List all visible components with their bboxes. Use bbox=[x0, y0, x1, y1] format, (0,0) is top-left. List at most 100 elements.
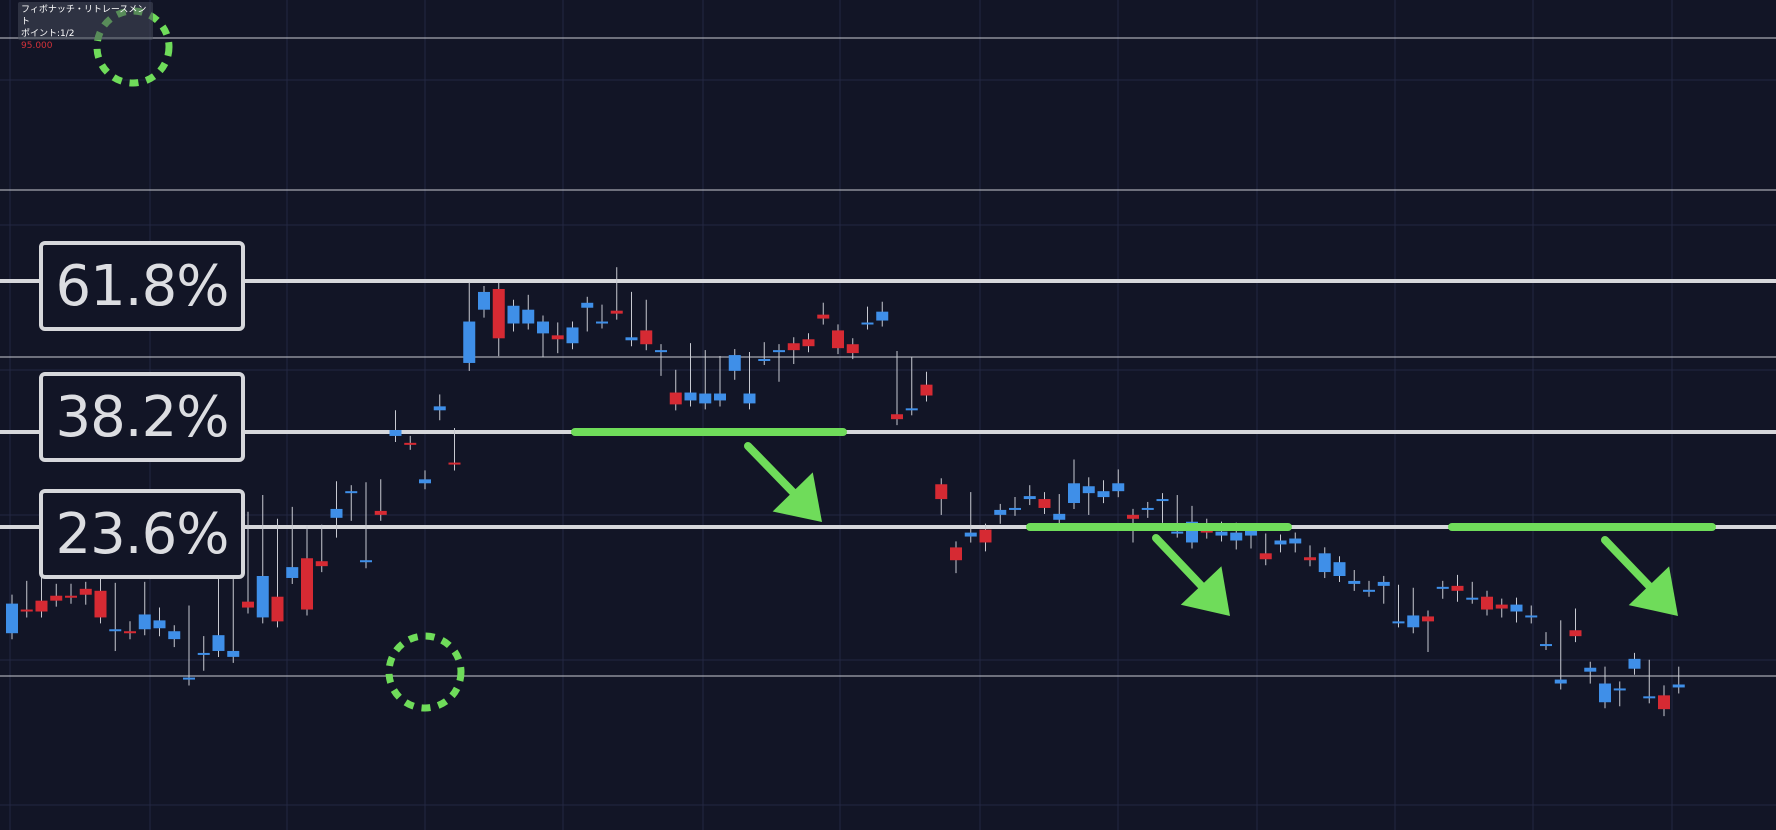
candle-body bbox=[153, 620, 166, 629]
candle-body bbox=[35, 600, 48, 612]
candle-body bbox=[1318, 553, 1331, 573]
candle-body bbox=[448, 462, 461, 465]
candle-body bbox=[242, 601, 254, 608]
candle-body bbox=[537, 321, 549, 334]
candle-body bbox=[1481, 596, 1493, 610]
candle-body bbox=[183, 677, 195, 680]
candle-body bbox=[463, 321, 476, 363]
fib-level-236-badge: 23.6% bbox=[39, 489, 245, 579]
candle-body bbox=[286, 567, 299, 578]
candle-body bbox=[1643, 696, 1656, 699]
candle-body bbox=[109, 629, 122, 632]
candle-body bbox=[1466, 597, 1479, 600]
candle-body bbox=[1510, 604, 1523, 612]
tool-name: フィボナッチ・リトレースメント bbox=[21, 5, 147, 27]
fibonacci-lines bbox=[0, 37, 1776, 677]
candle-body bbox=[404, 442, 417, 445]
candle-body bbox=[1245, 529, 1257, 536]
candle-body bbox=[20, 609, 33, 612]
candle-body bbox=[1097, 491, 1110, 498]
fib-level-618-badge: 61.8% bbox=[39, 241, 245, 331]
candle-body bbox=[1171, 531, 1184, 534]
candle-body bbox=[212, 635, 225, 651]
candle-body bbox=[1554, 679, 1567, 684]
candle-body bbox=[581, 302, 594, 308]
candle-body bbox=[1082, 486, 1095, 494]
candle-body bbox=[522, 309, 535, 324]
down-arrow-icon bbox=[1152, 534, 1230, 616]
candle-body bbox=[773, 350, 785, 353]
arrow-head bbox=[1628, 566, 1678, 616]
candle-body bbox=[669, 392, 682, 405]
down-arrow-icon bbox=[1601, 536, 1678, 616]
candle-body bbox=[1377, 581, 1390, 586]
candle-body bbox=[1053, 513, 1066, 520]
candle-body bbox=[758, 359, 771, 362]
candle-body bbox=[787, 343, 800, 351]
candle-body bbox=[507, 305, 520, 324]
candle-body bbox=[994, 509, 1007, 515]
candle-body bbox=[610, 310, 623, 314]
candle-body bbox=[271, 596, 284, 622]
candle-body bbox=[1672, 684, 1685, 688]
candle-body bbox=[345, 491, 358, 494]
candle-body bbox=[1436, 586, 1449, 589]
candle-body bbox=[65, 595, 77, 598]
candle-body bbox=[1112, 483, 1125, 492]
tool-value: 95.000 bbox=[21, 41, 53, 51]
candle-body bbox=[655, 350, 667, 353]
candle-body bbox=[1658, 695, 1670, 710]
candle-body bbox=[1068, 483, 1080, 504]
candle-body bbox=[6, 603, 18, 634]
candle-body bbox=[905, 408, 918, 411]
fib-level-label: 38.2% bbox=[55, 384, 230, 450]
fib-level-label: 61.8% bbox=[55, 253, 230, 319]
candle-body bbox=[197, 652, 210, 655]
candle-body bbox=[728, 355, 741, 371]
candle-body bbox=[1274, 540, 1287, 545]
candle-body bbox=[492, 288, 505, 339]
candle-body bbox=[625, 337, 638, 341]
candle-body bbox=[1141, 507, 1154, 510]
candle-body bbox=[1628, 658, 1641, 669]
candle-body bbox=[1215, 531, 1228, 536]
candle-body bbox=[50, 595, 63, 601]
candle-body bbox=[360, 560, 372, 563]
arrow-head bbox=[1180, 566, 1230, 616]
candle-body bbox=[1127, 514, 1139, 519]
annotations bbox=[93, 7, 1716, 712]
candle-body bbox=[301, 558, 313, 610]
candle-body bbox=[256, 576, 269, 618]
candle-body bbox=[1259, 553, 1272, 560]
fibonacci-tool-label[interactable]: フィボナッチ・リトレースメント ポイント:1/2 95.000 bbox=[18, 2, 153, 51]
tool-points: ポイント:1/2 bbox=[21, 29, 75, 39]
swing-high-marker bbox=[93, 7, 173, 87]
candle-body bbox=[964, 532, 977, 537]
candle-body bbox=[124, 631, 136, 634]
candle-body bbox=[227, 650, 240, 657]
arrow-shaft bbox=[1152, 534, 1206, 590]
candle-body bbox=[419, 479, 431, 484]
candle-body bbox=[168, 631, 181, 640]
candle-body bbox=[950, 547, 962, 561]
candle-body bbox=[714, 393, 726, 401]
fib-level-label: 23.6% bbox=[55, 501, 230, 567]
candle-body bbox=[1304, 557, 1316, 561]
candle-body bbox=[1407, 615, 1420, 628]
candle-body bbox=[138, 614, 151, 630]
candle-body bbox=[1333, 562, 1346, 576]
candle-body bbox=[1613, 688, 1626, 691]
candle-body bbox=[979, 529, 992, 543]
candle-body bbox=[1156, 499, 1169, 502]
candle-body bbox=[802, 339, 815, 347]
candles bbox=[6, 267, 1685, 717]
candle-body bbox=[832, 330, 844, 349]
candle-body bbox=[1422, 616, 1434, 622]
candle-body bbox=[1495, 604, 1508, 609]
candle-body bbox=[330, 508, 343, 518]
candle-body bbox=[1584, 667, 1597, 672]
candle-body bbox=[433, 406, 446, 411]
candle-body bbox=[374, 510, 387, 515]
